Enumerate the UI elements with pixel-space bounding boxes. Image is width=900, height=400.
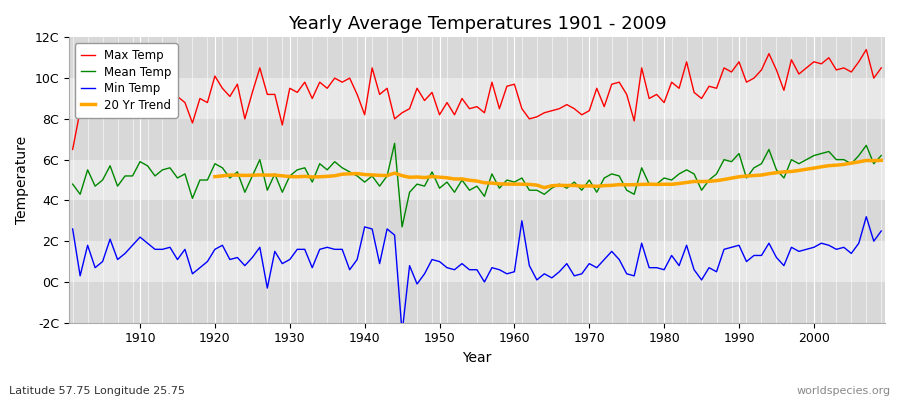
20 Yr Trend [598,183,609,188]
Bar [69,282,885,323]
Line: Min Temp: Min Temp [73,217,881,333]
Max Temp [68,147,78,152]
Max Temp [509,82,520,87]
Mean Temp [337,165,347,170]
Text: worldspecies.org: worldspecies.org [796,386,891,396]
20 Yr Trend [876,158,886,163]
Max Temp [876,66,886,70]
Bar [69,119,885,160]
Min Temp [607,249,617,254]
Min Temp [517,218,527,223]
Min Temp [509,269,520,274]
Mean Temp [517,176,527,180]
Min Temp [68,226,78,231]
Max Temp [292,90,302,95]
Min Temp [397,330,408,335]
Bar [69,37,885,78]
X-axis label: Year: Year [463,351,491,365]
Min Temp [337,247,347,252]
Mean Temp [389,141,400,146]
Mean Temp [524,188,535,193]
Mean Temp [876,153,886,158]
Min Temp [292,247,302,252]
Line: Mean Temp: Mean Temp [73,143,881,227]
20 Yr Trend [509,182,520,186]
Min Temp [861,214,872,219]
Bar [69,241,885,282]
Min Temp [876,228,886,233]
Bar [69,78,885,119]
20 Yr Trend [501,182,512,186]
Y-axis label: Temperature: Temperature [15,136,29,224]
20 Yr Trend [337,172,347,177]
20 Yr Trend [292,174,302,179]
Mean Temp [292,168,302,172]
Max Temp [598,104,609,109]
Mean Temp [127,174,138,178]
Bar [69,160,885,200]
Mean Temp [614,174,625,178]
Line: Max Temp: Max Temp [73,50,881,150]
Mean Temp [397,224,408,229]
Max Temp [337,80,347,84]
Bar [69,200,885,241]
Legend: Max Temp, Mean Temp, Min Temp, 20 Yr Trend: Max Temp, Mean Temp, Min Temp, 20 Yr Tre… [75,43,177,118]
Min Temp [127,243,138,248]
Max Temp [861,47,872,52]
Max Temp [127,102,138,107]
Text: Latitude 57.75 Longitude 25.75: Latitude 57.75 Longitude 25.75 [9,386,185,396]
Line: 20 Yr Trend: 20 Yr Trend [215,160,881,188]
Title: Yearly Average Temperatures 1901 - 2009: Yearly Average Temperatures 1901 - 2009 [288,15,666,33]
Mean Temp [68,182,78,186]
Max Temp [501,84,512,89]
